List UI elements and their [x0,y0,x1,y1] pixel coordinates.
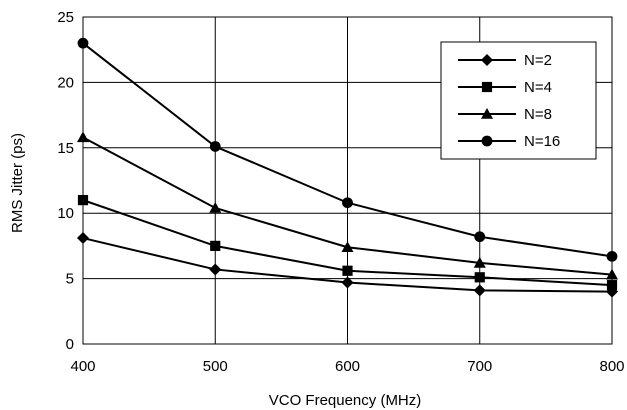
legend-entry: N=4 [458,79,552,96]
data-point [481,108,493,119]
data-point [473,256,486,268]
legend: N=2 N=4 N=8 N=16 [440,41,597,160]
data-point [209,141,221,152]
plot-frame [82,16,613,345]
legend-box [440,41,597,160]
series-n-16 [77,37,618,262]
legend-label: N=16 [524,133,560,150]
legend-entry: N=8 [458,106,552,123]
x-tick-label: 700 [467,358,492,375]
x-tick-label: 800 [599,358,624,375]
data-point [210,240,221,251]
x-axis-title: VCO Frequency (MHz) [269,392,422,409]
data-point [77,232,89,245]
legend-entry: N=16 [458,133,560,150]
data-point [341,276,354,289]
series-n-4 [77,195,618,291]
data-point [606,268,618,280]
axes: 0 5 10 15 20 25 400 500 600 700 800 [57,9,624,375]
data-point [606,280,618,291]
x-tick-label: 500 [203,358,228,375]
series-n-8 [77,131,618,280]
y-tick-label: 20 [57,74,74,91]
data-point [77,195,89,206]
series [77,37,618,298]
legend-label: N=2 [524,52,552,69]
data-point [481,135,493,147]
y-tick-label: 15 [57,140,74,157]
y-tick-label: 5 [66,271,74,288]
data-point [77,131,89,143]
data-point [209,263,222,276]
y-tick-label: 10 [57,205,74,222]
y-tick-label: 0 [66,336,74,353]
data-point [606,250,618,262]
data-point [342,265,353,276]
legend-entry: N=2 [458,52,552,69]
data-point [481,54,493,66]
legend-label: N=4 [524,79,552,96]
data-point [342,197,353,209]
y-axis-title: RMS Jitter (ps) [9,133,26,233]
x-tick-label: 600 [335,358,360,375]
data-point [341,241,354,253]
data-point [473,284,486,297]
y-tick-label: 25 [57,9,74,26]
data-point [209,201,222,213]
data-point [77,37,89,49]
data-point [474,231,486,243]
x-tick-label: 400 [70,358,95,375]
data-point [474,272,485,283]
data-point [481,81,493,93]
legend-label: N=8 [524,106,552,123]
